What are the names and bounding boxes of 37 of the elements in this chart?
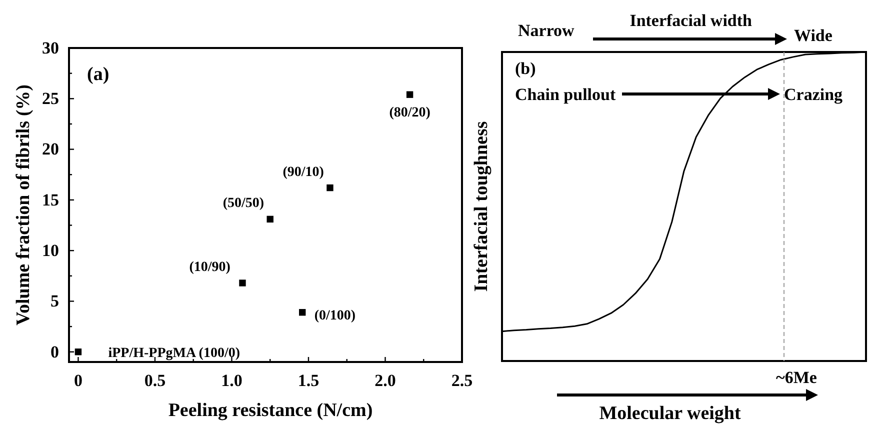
annotation: Crazing [784, 85, 844, 104]
text: Wide [794, 26, 833, 45]
x-tick-label: 2.5 [451, 371, 473, 390]
y-tick-label: 0 [50, 342, 59, 362]
y-tick-label: 15 [42, 190, 59, 210]
point [406, 91, 414, 98]
point [74, 348, 82, 356]
y-tick-label: 20 [42, 140, 59, 159]
text: Interfacial width [630, 11, 753, 30]
point [266, 216, 274, 223]
annotation: (50/50) [222, 196, 264, 212]
annotation: (80/20) [389, 106, 431, 121]
x-tick-label: 1.0 [221, 371, 242, 390]
y-tick-label: 5 [50, 292, 59, 311]
text: Narrow [518, 21, 576, 40]
annotation: (0/100) [314, 308, 356, 324]
text: ~6Me [776, 368, 818, 387]
x-axis-title: Molecular weight [599, 403, 742, 424]
x-tick-label: 2.0 [374, 371, 396, 390]
annotation: (10/90) [189, 260, 231, 275]
annotation: iPP/H-PPgMA (100/0) [108, 346, 240, 361]
point [326, 184, 334, 192]
x-axis-title: Peeling resistance (N/cm) [168, 400, 373, 421]
annotation: (b) [515, 59, 536, 78]
x-tick-label: 0.5 [144, 371, 166, 390]
y-tick-label: 25 [42, 89, 59, 108]
annotation: (90/10) [282, 164, 324, 180]
annotation: (a) [87, 64, 110, 85]
point [298, 309, 306, 316]
x-tick-label: 1.5 [298, 371, 320, 390]
y-axis-title: Interfacial toughness [471, 121, 492, 292]
annotation: Chain pullout [515, 85, 616, 104]
y-tick-label: 10 [42, 241, 59, 260]
y-axis-title: Volume fraction of fibrils (%) [13, 84, 34, 326]
y-tick-label: 30 [42, 38, 59, 58]
point [239, 280, 246, 286]
x-tick-label: 0 [74, 371, 82, 390]
